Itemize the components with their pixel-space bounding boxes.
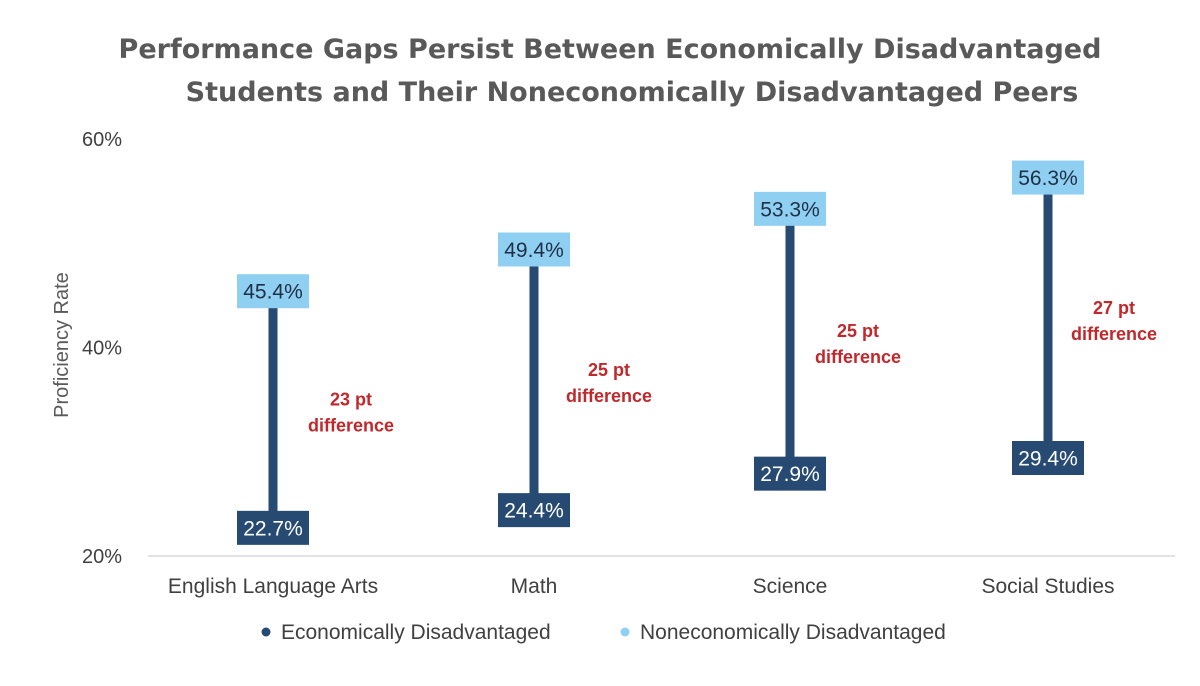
noneconomic-disadvantaged-marker <box>754 191 826 226</box>
econ-disadvantaged-marker <box>1012 441 1084 476</box>
chart-title-line-2: Students and Their Noneconomically Disad… <box>186 77 1079 108</box>
y-axis-label: Proficiency Rate <box>51 272 73 418</box>
noneconomic-disadvantaged-value-label: 45.4% <box>243 281 303 304</box>
x-category-label: English Language Arts <box>168 575 378 598</box>
difference-annotation-line2: difference <box>308 416 394 436</box>
noneconomic-disadvantaged-marker <box>498 232 570 267</box>
difference-annotation-line1: 23 pt <box>330 390 372 410</box>
econ-disadvantaged-marker <box>498 493 570 528</box>
noneconomic-disadvantaged-marker <box>237 274 309 309</box>
plot-area: 20% 40% 60% 22.7% 45.4% 23 pt difference Englis… <box>82 129 1175 598</box>
econ-disadvantaged-value-label: 24.4% <box>504 500 564 523</box>
legend-item-noneconomic-disadvantaged: Noneconomically Disadvantaged <box>620 621 946 644</box>
x-category-label: Math <box>511 575 558 598</box>
difference-annotation-line2: difference <box>815 347 901 367</box>
noneconomic-disadvantaged-value-label: 56.3% <box>1018 167 1078 190</box>
econ-disadvantaged-value-label: 27.9% <box>760 463 820 486</box>
difference-annotation-line1: 27 pt <box>1093 298 1135 318</box>
x-category-label: Social Studies <box>981 575 1114 598</box>
econ-disadvantaged-marker <box>754 456 826 491</box>
difference-annotation-line2: difference <box>566 386 652 406</box>
econ-disadvantaged-marker <box>237 510 309 545</box>
difference-annotation-line2: difference <box>1071 324 1157 344</box>
chart-title-line-1: Performance Gaps Persist Between Economi… <box>119 34 1102 65</box>
y-tick-label: 20% <box>82 546 122 568</box>
legend-label: Noneconomically Disadvantaged <box>640 621 946 644</box>
legend: Economically Disadvantaged Noneconomicall… <box>261 621 946 644</box>
y-tick-label: 40% <box>82 338 122 360</box>
legend-marker <box>261 627 271 637</box>
noneconomic-disadvantaged-marker <box>1012 160 1084 195</box>
x-category-label: Science <box>753 575 828 598</box>
econ-disadvantaged-value-label: 22.7% <box>243 517 303 540</box>
noneconomic-disadvantaged-value-label: 49.4% <box>504 239 564 262</box>
legend-label: Economically Disadvantaged <box>281 621 551 644</box>
difference-annotation-line1: 25 pt <box>588 360 630 380</box>
y-tick-label: 60% <box>82 129 122 151</box>
legend-marker <box>620 627 630 637</box>
legend-item-econ-disadvantaged: Economically Disadvantaged <box>261 621 551 644</box>
difference-annotation-line1: 25 pt <box>837 321 879 341</box>
econ-disadvantaged-value-label: 29.4% <box>1018 448 1078 471</box>
noneconomic-disadvantaged-value-label: 53.3% <box>760 198 820 221</box>
